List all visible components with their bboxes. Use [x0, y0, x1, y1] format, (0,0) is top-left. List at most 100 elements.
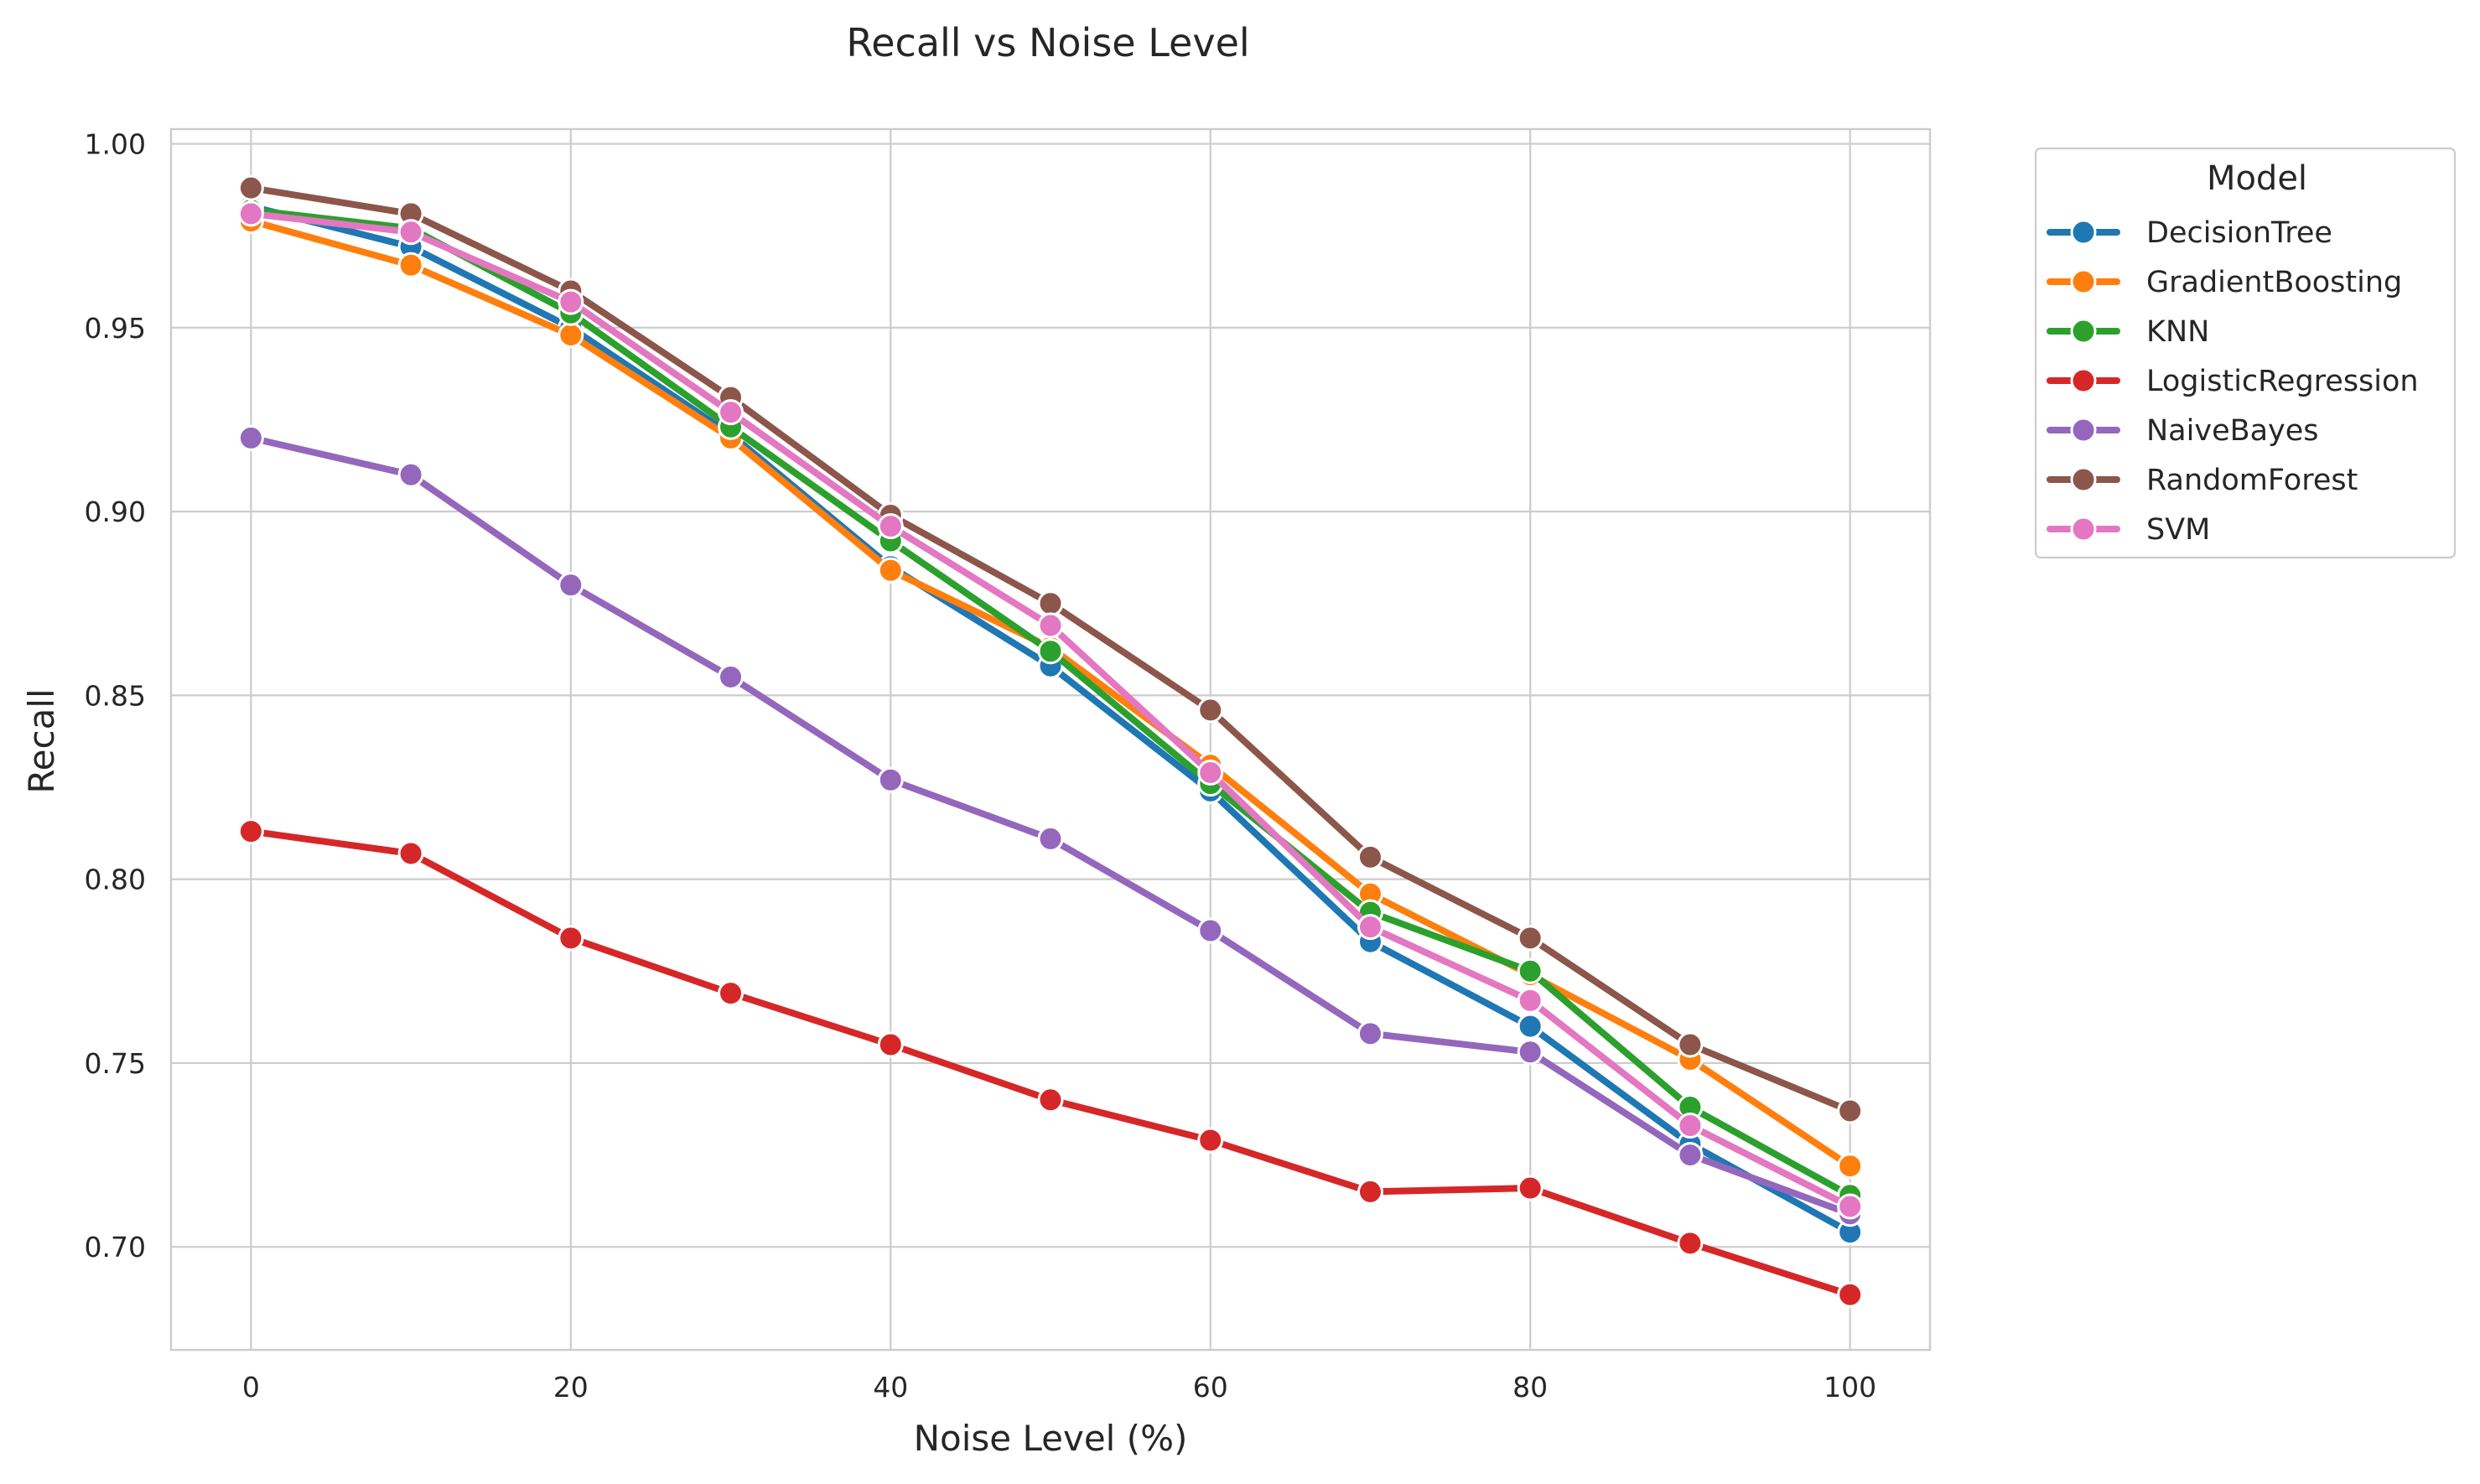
- data-point: [1517, 957, 1544, 984]
- data-point: [877, 766, 904, 793]
- plot-area: [169, 127, 1932, 1352]
- axis-ticks: 0 20 40 60 80 100 0.70 0.75 0.80 0.85 0.90 0.95 1.00: [85, 128, 1877, 1404]
- data-point: [558, 925, 584, 952]
- data-point: [1037, 590, 1064, 617]
- data-point: [1837, 1193, 1864, 1220]
- data-point: [877, 513, 904, 540]
- legend-label: LogisticRegression: [2146, 365, 2419, 398]
- series-line: [247, 217, 1854, 1170]
- data-point: [1837, 1153, 1864, 1180]
- legend-swatch-marker: [2070, 268, 2097, 295]
- legend-label: SVM: [2146, 513, 2210, 547]
- series-line: [247, 206, 1854, 1199]
- legend-label: DecisionTree: [2146, 216, 2332, 250]
- data-point: [1037, 1087, 1064, 1113]
- x-tick-label: 60: [1193, 1371, 1228, 1404]
- data-point: [1357, 843, 1383, 870]
- y-tick-label: 0.75: [85, 1047, 146, 1080]
- legend-item: DecisionTree: [2047, 216, 2332, 250]
- legend-item: RandomForest: [2047, 464, 2358, 497]
- series-lines: [237, 174, 1864, 1308]
- legend: Model DecisionTree GradientBoosting KNN Log…: [2034, 147, 2457, 559]
- legend-swatch-marker: [2070, 417, 2097, 444]
- data-point: [1677, 1031, 1704, 1058]
- data-point: [397, 219, 424, 246]
- data-point: [558, 572, 584, 599]
- legend-swatch-marker: [2070, 318, 2097, 345]
- data-point: [1197, 759, 1224, 786]
- data-point: [1197, 697, 1224, 724]
- series-line: [247, 203, 1854, 1236]
- x-tick-label: 0: [242, 1371, 260, 1404]
- grid: [171, 129, 1930, 1350]
- legend-title: Model: [2207, 159, 2307, 198]
- data-point: [877, 1031, 904, 1058]
- data-point: [1357, 1178, 1383, 1205]
- data-point: [558, 322, 584, 349]
- y-tick-label: 0.95: [85, 312, 146, 345]
- legend-swatch-marker: [2070, 466, 2097, 493]
- data-point: [237, 174, 264, 201]
- data-point: [558, 288, 584, 315]
- data-point: [1677, 1230, 1704, 1257]
- data-point: [1517, 1175, 1544, 1201]
- series-line: [247, 210, 1854, 1210]
- data-point: [1037, 612, 1064, 639]
- data-point: [397, 252, 424, 278]
- data-point: [1677, 1142, 1704, 1169]
- legend-label: KNN: [2146, 315, 2209, 349]
- data-point: [1517, 987, 1544, 1014]
- x-tick-label: 80: [1512, 1371, 1548, 1404]
- data-point: [1677, 1112, 1704, 1139]
- series-KNN: [237, 196, 1864, 1209]
- data-point: [397, 840, 424, 867]
- y-tick-label: 1.00: [85, 128, 146, 161]
- data-point: [1517, 1013, 1544, 1040]
- legend-item: GradientBoosting: [2047, 266, 2402, 299]
- data-point: [237, 424, 264, 451]
- legend-item: SVM: [2047, 513, 2210, 547]
- legend-swatch-marker: [2070, 367, 2097, 394]
- series-GradientBoosting: [237, 208, 1864, 1180]
- series-SVM: [237, 200, 1864, 1220]
- data-point: [1517, 925, 1544, 952]
- data-point: [1197, 1127, 1224, 1154]
- data-point: [1037, 825, 1064, 852]
- legend-item: NaiveBayes: [2047, 414, 2319, 448]
- y-tick-label: 0.80: [85, 864, 146, 896]
- data-point: [877, 557, 904, 584]
- legend-label: RandomForest: [2146, 464, 2358, 497]
- data-point: [718, 399, 745, 426]
- data-point: [1037, 638, 1064, 665]
- legend-swatch-marker: [2070, 516, 2097, 542]
- series-LogisticRegression: [237, 818, 1864, 1308]
- data-point: [1837, 1281, 1864, 1308]
- x-tick-label: 20: [553, 1371, 589, 1404]
- chart-title: Recall vs Noise Level: [846, 20, 1249, 65]
- series-NaiveBayes: [237, 424, 1864, 1227]
- data-point: [1357, 914, 1383, 941]
- series-DecisionTree: [237, 193, 1864, 1246]
- x-tick-label: 40: [873, 1371, 908, 1404]
- data-point: [397, 461, 424, 488]
- legend-box: [2034, 147, 2457, 559]
- data-point: [1837, 1097, 1864, 1124]
- data-point: [718, 663, 745, 690]
- data-point: [1197, 917, 1224, 944]
- y-tick-label: 0.70: [85, 1231, 146, 1263]
- legend-label: GradientBoosting: [2146, 266, 2402, 299]
- y-axis-label: Recall: [21, 688, 62, 793]
- legend-item: LogisticRegression: [2047, 365, 2419, 398]
- data-point: [718, 980, 745, 1007]
- legend-swatch-marker: [2070, 219, 2097, 246]
- legend-label: NaiveBayes: [2146, 414, 2319, 448]
- data-point: [1517, 1039, 1544, 1066]
- y-tick-label: 0.90: [85, 496, 146, 528]
- data-point: [237, 818, 264, 845]
- y-tick-label: 0.85: [85, 679, 146, 712]
- legend-items: DecisionTree GradientBoosting KNN LogisticR…: [2047, 216, 2419, 547]
- x-tick-label: 100: [1824, 1371, 1876, 1404]
- data-point: [1357, 1020, 1383, 1047]
- x-axis-label: Noise Level (%): [914, 1418, 1188, 1459]
